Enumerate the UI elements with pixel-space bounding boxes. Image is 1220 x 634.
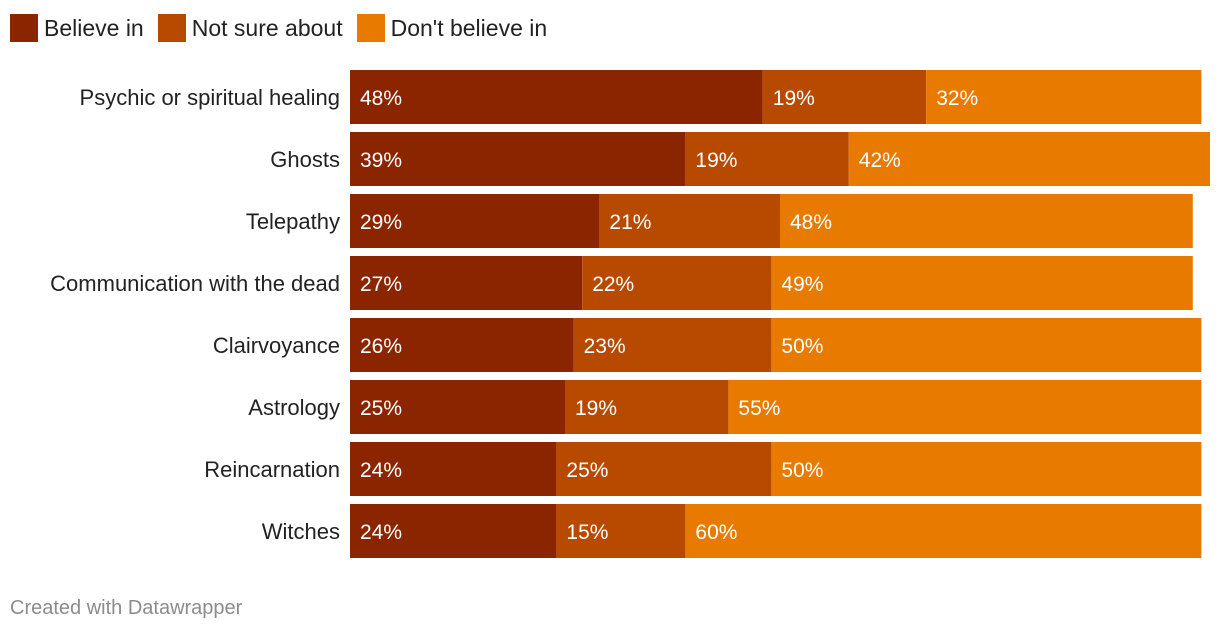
bar-segment-don-t-believe-in [771,256,1193,310]
bar-segment-not-sure-about [599,194,780,248]
category-label: Communication with the dead [50,271,340,296]
bar-segment-believe-in [350,318,574,372]
category-label: Witches [262,519,340,544]
bar-row-communication-with-the-dead: Communication with the dead 27% 22% 49% [50,256,1193,310]
data-label: 48% [790,211,832,234]
legend: Believe in Not sure about Don't believe in [10,12,561,44]
bar-segment-don-t-believe-in [926,70,1202,124]
bar-segment-believe-in [350,256,583,310]
bar-segment-don-t-believe-in [685,504,1202,558]
data-label: 39% [360,149,402,172]
bar-segment-don-t-believe-in [780,194,1193,248]
data-label: 60% [695,521,737,544]
data-label: 48% [360,87,402,110]
category-label: Psychic or spiritual healing [80,85,340,110]
bar-segment-believe-in [350,442,557,496]
data-label: 50% [781,459,823,482]
bar-segment-not-sure-about [762,70,927,124]
bar-segment-believe-in [350,70,763,124]
bar-row-clairvoyance: Clairvoyance 26% 23% 50% [213,318,1202,372]
data-label: 24% [360,521,402,544]
data-label: 42% [859,149,901,172]
bar-segment-not-sure-about [685,132,849,186]
bar-segment-don-t-believe-in [848,132,1210,186]
bar-row-psychic-or-spiritual-healing: Psychic or spiritual healing 48% 19% 32% [80,70,1202,124]
category-label: Reincarnation [204,457,340,482]
legend-label: Not sure about [191,14,343,41]
bar-segment-believe-in [350,504,557,558]
data-label: 19% [575,397,617,420]
bar-segment-not-sure-about [565,380,729,434]
legend-item-don-t-believe-in: Don't believe in [356,14,548,42]
bar-segment-don-t-believe-in [771,442,1202,496]
bar-row-telepathy: Telepathy 29% 21% 48% [246,194,1193,248]
data-label: 22% [592,273,634,296]
bar-segment-don-t-believe-in [728,380,1202,434]
bar-row-astrology: Astrology 25% 19% 55% [248,380,1202,434]
bar-segment-don-t-believe-in [771,318,1202,372]
bar-segment-not-sure-about [556,442,772,496]
category-label: Telepathy [246,209,340,234]
legend-swatch [10,14,38,42]
data-label: 24% [360,459,402,482]
bar-segment-believe-in [350,132,686,186]
category-label: Ghosts [270,147,340,172]
data-label: 27% [360,273,402,296]
data-label: 19% [695,149,737,172]
data-label: 23% [584,335,626,358]
legend-item-not-sure-about: Not sure about [157,14,343,42]
bar-segment-not-sure-about [573,318,772,372]
bar-segment-believe-in [350,380,565,434]
data-label: 19% [773,87,815,110]
legend-swatch [356,14,385,42]
stacked-bar-chart: Psychic or spiritual healing 48% 19% 32% Gho… [50,70,1210,558]
bar-row-witches: Witches 24% 15% 60% [262,504,1202,558]
legend-label: Don't believe in [390,14,548,41]
bar-row-reincarnation: Reincarnation 24% 25% 50% [204,442,1202,496]
category-label: Clairvoyance [213,333,340,358]
data-label: 25% [360,397,402,420]
data-label: 25% [566,459,608,482]
credit-text: Created with Datawrapper [10,597,243,619]
legend-item-believe-in: Believe in [10,14,144,42]
legend-label: Believe in [44,14,144,41]
data-label: 32% [936,87,978,110]
legend-swatch [157,14,186,42]
data-label: 26% [360,335,402,358]
data-label: 49% [781,273,823,296]
bar-row-ghosts: Ghosts 39% 19% 42% [270,132,1210,186]
bar-segment-believe-in [350,194,600,248]
category-label: Astrology [248,395,340,420]
bar-segment-not-sure-about [556,504,686,558]
data-label: 21% [609,211,651,234]
data-label: 15% [566,521,608,544]
bar-segment-not-sure-about [582,256,772,310]
data-label: 50% [781,335,823,358]
data-label: 55% [738,397,780,420]
data-label: 29% [360,211,402,234]
